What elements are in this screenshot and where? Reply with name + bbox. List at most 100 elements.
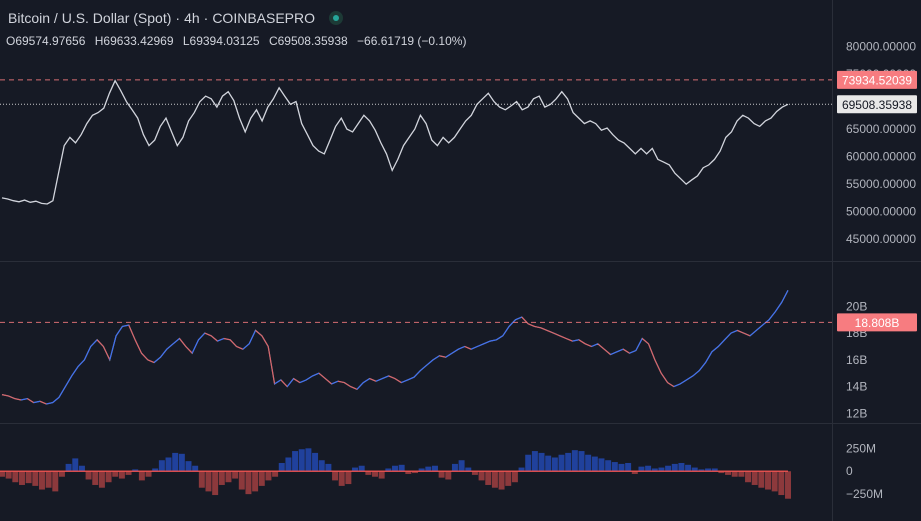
symbol-title[interactable]: Bitcoin / U.S. Dollar (Spot) — [8, 10, 172, 26]
indicator-segment — [115, 326, 123, 337]
volume-delta-bar — [465, 467, 472, 472]
indicator-segment — [546, 329, 554, 334]
volume-delta-bar — [745, 471, 752, 483]
volume-delta-bar — [5, 471, 12, 479]
indicator-segment — [20, 398, 28, 401]
indicator-segment — [217, 337, 225, 342]
volume-delta-bar — [751, 471, 758, 485]
indicator-segment — [147, 359, 155, 364]
indicator-segment — [236, 345, 244, 350]
indicator-segment — [299, 379, 307, 384]
volume-delta-bar — [631, 471, 638, 474]
y-axis-tick-label: 0 — [846, 464, 853, 478]
indicator-segment — [483, 340, 491, 345]
indicator-segment — [654, 359, 662, 374]
volume-delta-bar — [332, 471, 339, 481]
interval-label[interactable]: 4h — [184, 10, 200, 26]
indicator-segment — [527, 323, 535, 327]
volume-delta-bar — [172, 452, 179, 472]
indicator-segment — [755, 324, 764, 331]
volume-delta-bar — [418, 468, 425, 472]
volume-delta-bar — [12, 471, 19, 483]
indicator-segment — [743, 332, 751, 337]
volume-delta-bar — [438, 471, 445, 478]
volume-delta-bar — [445, 471, 452, 480]
volume-delta-bar — [551, 457, 558, 472]
indicator-segment — [134, 339, 142, 354]
level-price-label: 69508.35938 — [842, 98, 912, 112]
indicator-segment — [337, 380, 345, 384]
volume-delta-bar — [491, 471, 498, 488]
indicator-segment — [407, 376, 415, 381]
indicator-segment — [749, 329, 757, 337]
indicator-segment — [46, 402, 53, 405]
volume-delta-bar — [518, 467, 525, 472]
volume-delta-bar — [165, 457, 172, 472]
volume-delta-bar — [431, 465, 438, 472]
volume-delta-bar — [125, 471, 132, 475]
indicator-segment — [109, 335, 117, 361]
volume-delta-bar — [785, 471, 791, 499]
indicator-segment — [717, 339, 726, 347]
indicator-segment — [426, 359, 434, 366]
volume-delta-bar — [398, 464, 405, 472]
indicator-segment — [8, 395, 15, 400]
indicator-segment — [451, 348, 459, 354]
volume-delta-bar — [638, 466, 645, 472]
volume-delta-bar — [471, 471, 478, 475]
y-axis-tick-label: 14B — [846, 380, 867, 394]
indicator-segment — [540, 327, 548, 332]
indicator-segment — [267, 346, 276, 385]
volume-delta-bar — [78, 465, 85, 472]
volume-delta-bar — [345, 471, 352, 485]
volume-delta-bar — [511, 471, 518, 483]
volume-delta-bar — [385, 468, 392, 472]
volume-delta-bar — [671, 463, 678, 472]
volume-delta-bar — [598, 458, 605, 472]
indicator-segment — [356, 382, 364, 390]
volume-delta-bar — [232, 471, 239, 479]
level-price-label: 18.808B — [855, 316, 900, 330]
indicator-segment — [343, 382, 351, 388]
volume-delta-bar — [458, 460, 465, 472]
indicator-segment — [660, 372, 669, 383]
indicator-segment — [737, 329, 744, 334]
volume-delta-bar — [185, 461, 192, 472]
indicator-segment — [724, 332, 732, 341]
indicator-segment — [502, 326, 510, 337]
chart-header: Bitcoin / U.S. Dollar (Spot) · 4h · COIN… — [8, 10, 344, 26]
volume-delta-bar — [531, 451, 538, 472]
indicator-segment — [375, 378, 383, 382]
volume-delta-bar — [565, 452, 572, 472]
volume-delta-bar — [705, 468, 712, 472]
volume-delta-bar — [372, 471, 378, 477]
y-axis-tick-label: 60000.00000 — [846, 150, 916, 164]
indicator-segment — [413, 370, 421, 378]
volume-delta-bar — [658, 467, 665, 472]
indicator-segment — [128, 324, 136, 341]
volume-delta-bar — [665, 465, 672, 472]
volume-delta-bar — [118, 471, 125, 479]
indicator-segment — [679, 379, 687, 385]
volume-delta-bar — [198, 471, 205, 488]
y-axis-tick-label: 65000.00000 — [846, 122, 916, 136]
indicator-segment — [394, 378, 402, 384]
indicator-segment — [52, 396, 60, 404]
volume-delta-bar — [725, 471, 732, 475]
indicator-segment — [223, 337, 231, 341]
volume-delta-bar — [358, 465, 365, 472]
volume-delta-bar — [318, 460, 325, 472]
volume-delta-bar — [758, 471, 765, 488]
title-separator: · — [175, 10, 181, 26]
indicator-segment — [496, 335, 504, 341]
indicator-segment — [559, 335, 567, 340]
volume-delta-bar — [245, 471, 252, 495]
indicator-segment — [565, 337, 573, 342]
volume-delta-bar — [605, 460, 612, 472]
indicator-segment — [470, 345, 478, 350]
indicator-segment — [248, 330, 257, 345]
indicator-segment — [686, 375, 694, 381]
indicator-segment — [603, 348, 611, 355]
volume-delta-bar — [25, 471, 32, 484]
